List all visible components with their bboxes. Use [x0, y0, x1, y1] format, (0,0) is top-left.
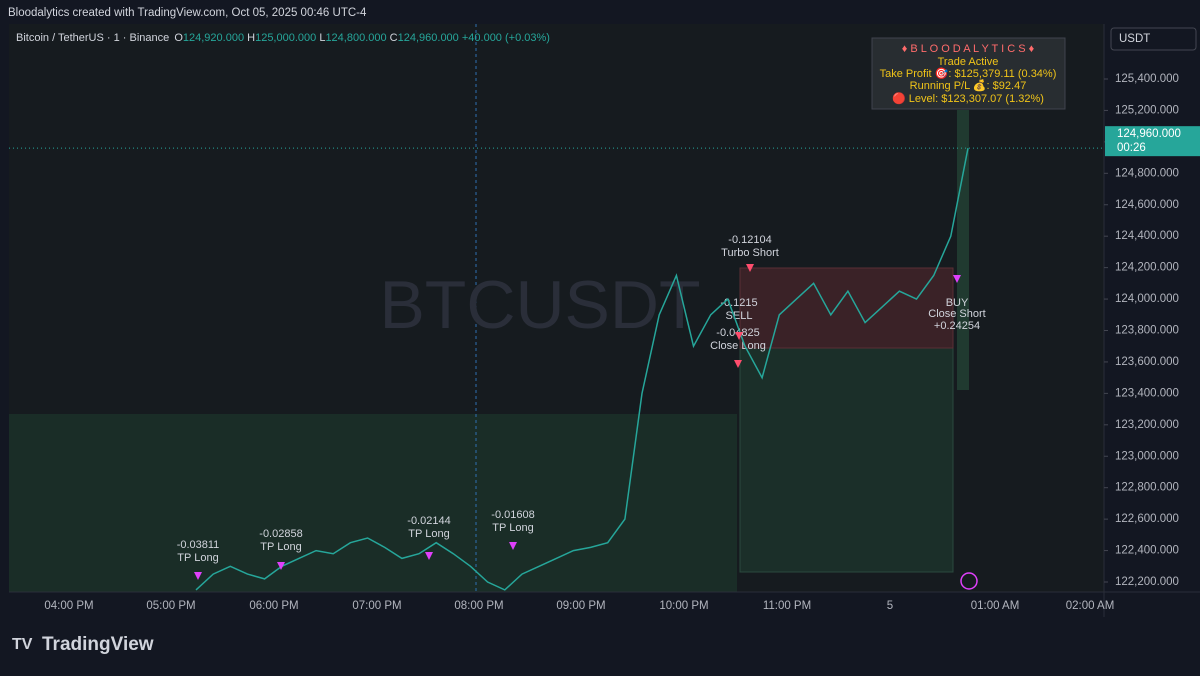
- label: C: [390, 32, 398, 44]
- annotation-label: Close Long: [710, 340, 766, 352]
- price-tick-label: 122,400.000: [1115, 545, 1179, 557]
- signal-arrow: [425, 552, 433, 560]
- price-tick-label: 123,800.000: [1115, 325, 1179, 337]
- annotation-value: -0.1215: [720, 297, 757, 309]
- annotation-value: -0.01608: [491, 509, 534, 521]
- annotation-label: TP Long: [260, 541, 301, 553]
- zone-red-box: [739, 267, 954, 349]
- symbol: Bitcoin / TetherUS · 1 · Binance: [16, 32, 169, 44]
- info-running: Running P/L 💰: $92.47: [910, 79, 1027, 92]
- time-tick-label: 02:00 AM: [1066, 600, 1115, 612]
- time-tick-label: 10:00 PM: [659, 600, 708, 612]
- signal-arrow: [509, 542, 517, 550]
- header: Bloodalytics created with TradingView.co…: [8, 7, 367, 19]
- info-level: 🔴 Level: $123,307.07 (1.32%): [892, 92, 1044, 105]
- annotation-value: -0.02858: [259, 528, 302, 540]
- time-tick-label: 01:00 AM: [971, 600, 1020, 612]
- info-title: ♦ B L O O D A L Y T I C S ♦: [902, 43, 1035, 55]
- price-tick-label: 124,600.000: [1115, 199, 1179, 211]
- price-tick-label: 123,000.000: [1115, 450, 1179, 462]
- signal-arrow: [734, 360, 742, 368]
- annotation-label: TP Long: [492, 522, 533, 534]
- price-tick-label: 125,200.000: [1115, 104, 1179, 116]
- annotation-value: BUY: [946, 297, 969, 309]
- value: 125,000.000: [255, 32, 316, 44]
- signal-arrow: [277, 562, 285, 570]
- watermark: BTCUSDT: [379, 267, 700, 343]
- info-status: Trade Active: [938, 56, 999, 68]
- price-line: [195, 148, 969, 591]
- signal-arrow: [953, 275, 961, 283]
- price-tick-label: 124,800.000: [1115, 167, 1179, 179]
- label: O: [174, 32, 183, 44]
- price-axis: [1104, 24, 1200, 592]
- price-tick-label: 122,200.000: [1115, 576, 1179, 588]
- price-tick-label: 124,000.000: [1115, 293, 1179, 305]
- annotation-label: Close Short: [928, 308, 985, 320]
- annotation-value: -0.03811: [177, 539, 220, 551]
- info-box: [871, 37, 1066, 110]
- ohlc-legend: Bitcoin / TetherUS · 1 · Binance O124,92…: [16, 32, 550, 44]
- annotation-label: SELL: [726, 310, 753, 322]
- time-tick-label: 05:00 PM: [146, 600, 195, 612]
- logo: TradingView: [42, 634, 154, 655]
- last-price-box: [1105, 126, 1200, 157]
- signal-arrow: [735, 332, 743, 340]
- label: L: [319, 32, 325, 44]
- price-tick-label: 124,400.000: [1115, 230, 1179, 242]
- time-tick-label: 07:00 PM: [352, 600, 401, 612]
- price-tick-label: 123,600.000: [1115, 356, 1179, 368]
- time-tick-label: 11:00 PM: [763, 600, 811, 612]
- value: 124,920.000: [183, 32, 244, 44]
- price-tick-label: 122,800.000: [1115, 482, 1179, 494]
- zone-green-box: [739, 347, 954, 573]
- annotation-label: TP Long: [408, 528, 449, 540]
- currency[interactable]: USDT: [1119, 33, 1150, 45]
- price-tick-label: 123,400.000: [1115, 387, 1179, 399]
- currency-box[interactable]: [1110, 27, 1197, 51]
- price-tick-label: 124,200.000: [1115, 262, 1179, 274]
- annotation-value: -0.02144: [407, 515, 450, 527]
- value: 124,960.000: [398, 32, 459, 44]
- signal-arrow: [194, 572, 202, 580]
- annotation-value: -0.12104: [728, 234, 771, 246]
- price-tick-label: 123,200.000: [1115, 419, 1179, 431]
- time-tick-label: 04:00 PM: [44, 600, 93, 612]
- price-tick-label: 122,600.000: [1115, 513, 1179, 525]
- last-price-label: 124,960.000: [1117, 128, 1181, 140]
- info-take-profit: Take Profit 🎯: $125,379.11 (0.34%): [880, 67, 1057, 80]
- trade-zone: [957, 110, 969, 390]
- signal-arrow: [746, 264, 754, 272]
- event-icon[interactable]: [960, 572, 978, 590]
- time-tick-label: 09:00 PM: [556, 600, 605, 612]
- time-tick-label: 5: [887, 600, 893, 612]
- annotation-extra: +0.24254: [934, 320, 980, 332]
- price-tick-label: 125,400.000: [1115, 73, 1179, 85]
- logo-mark: TV: [12, 636, 33, 653]
- annotation-label: TP Long: [177, 552, 218, 564]
- zone-green: [9, 414, 737, 592]
- countdown: 00:26: [1117, 142, 1146, 154]
- value: 124,800.000: [325, 32, 386, 44]
- annotation-label: Turbo Short: [721, 247, 779, 259]
- time-tick-label: 06:00 PM: [249, 600, 298, 612]
- footer: [0, 617, 1200, 671]
- change: +40.000 (+0.03%): [462, 32, 550, 44]
- label: H: [247, 32, 255, 44]
- time-tick-label: 08:00 PM: [454, 600, 503, 612]
